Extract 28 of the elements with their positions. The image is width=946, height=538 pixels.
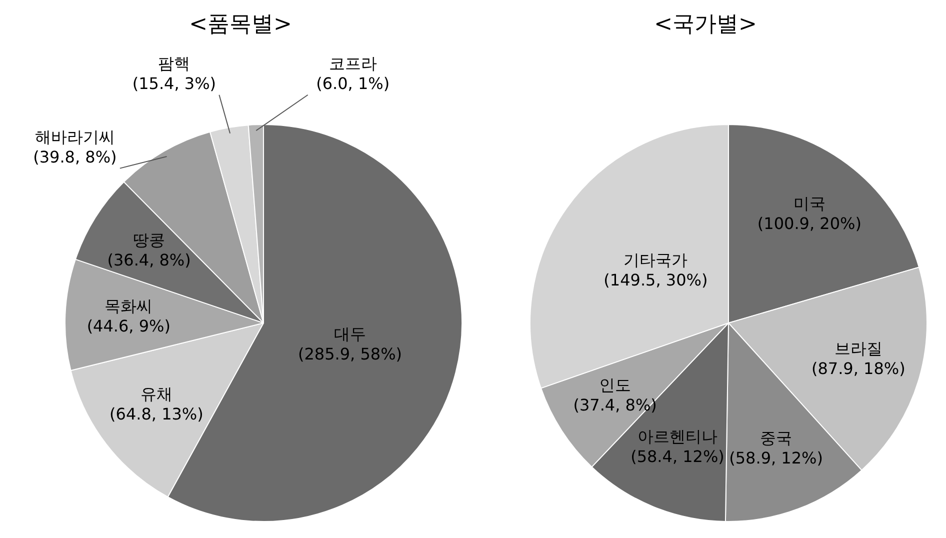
data-label: (64.8, 13%) <box>110 404 204 424</box>
slice-label: 기타국가 <box>624 250 688 270</box>
slice-label: 땅콩 <box>133 230 166 250</box>
data-label: (15.4, 3%) <box>132 74 216 94</box>
data-label: (37.4, 8%) <box>573 395 657 414</box>
data-label: (36.4, 8%) <box>107 250 191 270</box>
data-label: (149.5, 30%) <box>604 270 708 290</box>
slice-label: 대두 <box>334 324 366 344</box>
data-label: (6.0, 1%) <box>316 74 390 94</box>
slice-label: 코프라 <box>328 54 377 74</box>
chart-title: <국가별> <box>653 11 758 39</box>
data-label: (285.9, 58%) <box>298 344 402 364</box>
data-label: (87.9, 18%) <box>811 358 906 378</box>
slice-label: 팜핵 <box>158 54 190 74</box>
data-label: (44.6, 9%) <box>86 316 170 336</box>
slice-label: 해바라기씨 <box>34 127 115 146</box>
slice-label: 인도 <box>599 375 632 394</box>
slice-label: 목화씨 <box>104 296 153 316</box>
slice-label: 브라질 <box>834 338 882 358</box>
slice-label: 아르헨티나 <box>638 427 718 446</box>
slice-label: 미국 <box>793 194 826 214</box>
data-label: (39.8, 8%) <box>33 147 117 166</box>
data-label: (58.4, 12%) <box>630 447 724 466</box>
data-label: (58.9, 12%) <box>729 448 823 468</box>
slice-label: 유채 <box>140 384 172 404</box>
slice-label: 중국 <box>760 428 792 448</box>
data-label: (100.9, 20%) <box>757 214 862 234</box>
chart-title: <품목별> <box>188 11 293 39</box>
